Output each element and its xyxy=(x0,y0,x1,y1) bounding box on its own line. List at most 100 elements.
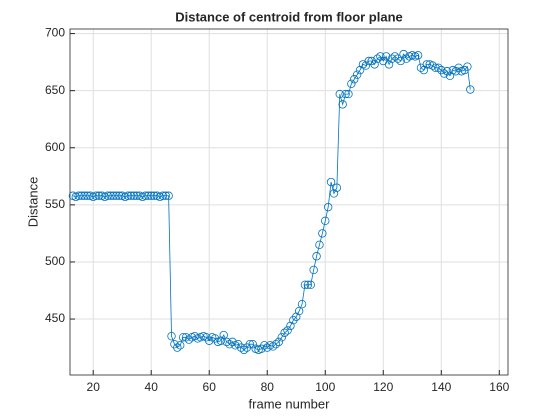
data-point xyxy=(396,56,405,66)
x-tick-label: 80 xyxy=(261,380,275,394)
data-point xyxy=(277,333,286,342)
data-point xyxy=(387,54,397,63)
data-point xyxy=(463,62,472,71)
data-point xyxy=(263,343,272,352)
y-tick-label: 700 xyxy=(45,26,65,40)
data-point xyxy=(303,280,313,289)
data-point xyxy=(384,60,394,69)
data-point xyxy=(344,89,353,99)
data-point xyxy=(94,191,104,200)
data-point xyxy=(144,191,153,200)
y-tick-label: 650 xyxy=(45,83,65,97)
data-point xyxy=(352,70,362,79)
data-point xyxy=(176,341,185,350)
axes-box xyxy=(69,28,509,376)
data-point xyxy=(445,71,455,81)
data-point xyxy=(312,252,321,261)
x-tick-label: 160 xyxy=(489,380,509,394)
data-point xyxy=(286,321,295,331)
y-tick-label: 450 xyxy=(45,311,65,325)
data-point xyxy=(173,343,182,352)
data-point xyxy=(164,191,173,200)
data-point xyxy=(83,191,92,200)
data-point xyxy=(370,60,379,69)
data-point xyxy=(225,339,234,349)
data-point xyxy=(280,328,289,337)
data-point xyxy=(466,85,475,94)
data-point xyxy=(219,330,228,340)
data-point xyxy=(300,280,310,289)
data-point xyxy=(381,52,391,61)
data-point xyxy=(439,69,449,78)
data-point xyxy=(248,339,257,349)
data-point xyxy=(350,75,359,84)
data-point xyxy=(431,63,440,73)
data-point xyxy=(91,191,101,200)
data-point xyxy=(126,191,136,200)
data-point xyxy=(236,343,246,352)
data-point xyxy=(332,183,342,192)
data-point xyxy=(74,191,83,200)
data-point xyxy=(161,191,170,200)
x-tick-label: 140 xyxy=(431,380,451,394)
data-point xyxy=(335,89,344,99)
data-point xyxy=(419,65,429,75)
data-point xyxy=(123,191,133,200)
data-point xyxy=(112,191,121,200)
data-point xyxy=(341,89,350,99)
x-tick-label: 120 xyxy=(373,380,393,394)
data-point xyxy=(181,333,191,342)
data-point xyxy=(216,336,226,345)
data-point xyxy=(323,202,333,212)
data-point xyxy=(239,345,249,355)
y-tick-label: 550 xyxy=(45,197,65,211)
data-point xyxy=(77,191,86,200)
data-point xyxy=(141,191,150,200)
data-point xyxy=(338,100,347,109)
data-point xyxy=(294,306,304,316)
data-point xyxy=(309,265,318,275)
data-point xyxy=(399,49,408,59)
data-point xyxy=(390,52,400,61)
data-point xyxy=(442,67,452,76)
data-point xyxy=(376,52,385,61)
data-point xyxy=(329,189,339,198)
data-point xyxy=(129,191,139,200)
x-axis-label: frame number xyxy=(249,396,331,411)
data-point xyxy=(283,326,292,335)
data-point xyxy=(434,63,443,73)
data-point xyxy=(321,216,330,226)
data-point xyxy=(318,229,327,238)
data-point xyxy=(274,337,284,347)
data-point xyxy=(132,191,141,200)
data-point xyxy=(167,331,176,341)
data-point xyxy=(355,65,365,75)
data-point xyxy=(106,191,115,200)
data-point xyxy=(428,61,437,70)
data-point xyxy=(109,191,118,200)
data-point xyxy=(306,280,315,289)
data-point xyxy=(361,61,371,70)
y-tick-label: 500 xyxy=(45,254,65,268)
data-point xyxy=(245,339,255,349)
x-tick-label: 60 xyxy=(203,380,217,394)
data-point xyxy=(80,191,89,200)
data-point xyxy=(268,342,278,351)
data-point xyxy=(347,79,356,89)
data-point xyxy=(190,331,199,341)
data-point xyxy=(271,339,281,349)
data-point xyxy=(103,191,112,200)
x-tick-label: 20 xyxy=(87,380,101,394)
x-tick-label: 40 xyxy=(145,380,159,394)
data-point xyxy=(297,300,307,309)
data-point xyxy=(413,51,423,60)
data-point xyxy=(393,54,402,63)
data-point xyxy=(315,240,324,250)
data-point xyxy=(149,191,159,200)
data-point xyxy=(292,312,301,321)
x-tick-label: 100 xyxy=(315,380,335,394)
data-point xyxy=(178,333,188,342)
y-axis-label: Distance xyxy=(25,177,40,228)
